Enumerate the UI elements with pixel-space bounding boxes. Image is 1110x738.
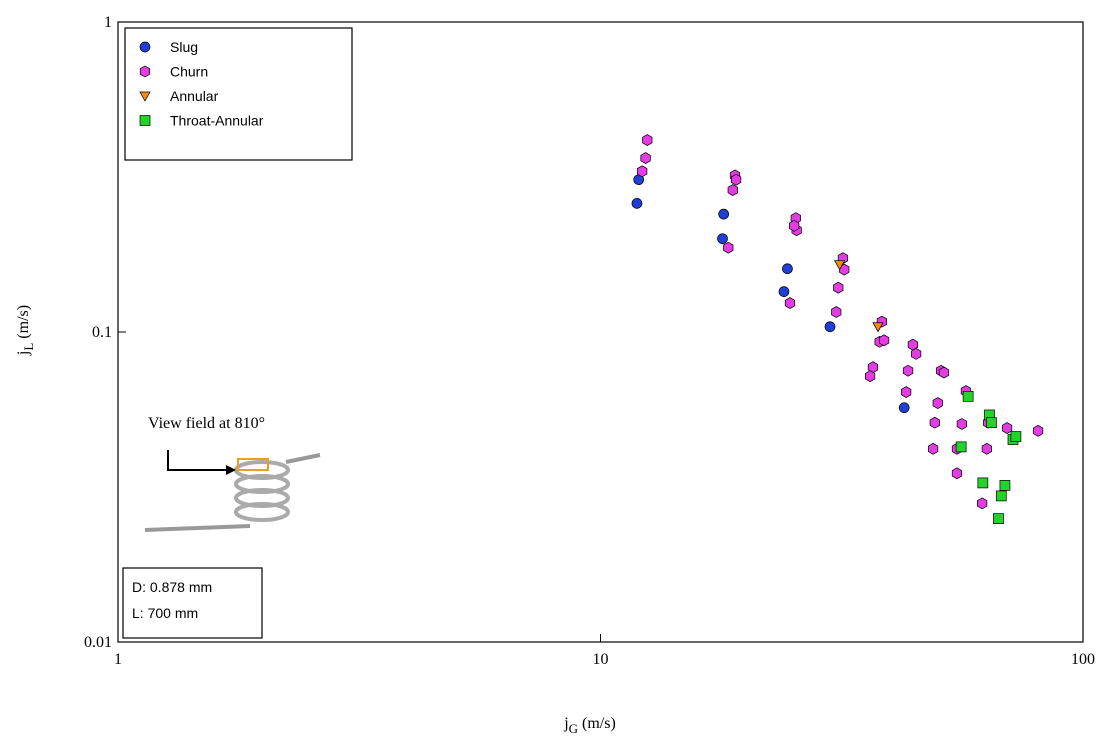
point bbox=[933, 398, 943, 409]
point bbox=[865, 371, 875, 382]
legend-marker bbox=[140, 116, 150, 126]
point bbox=[993, 514, 1003, 524]
point bbox=[632, 198, 642, 208]
point bbox=[901, 387, 911, 398]
point bbox=[957, 418, 967, 429]
point bbox=[930, 417, 940, 428]
y-tick-label: 0.01 bbox=[84, 634, 112, 651]
y-axis-label: jL(m/s) bbox=[15, 305, 36, 356]
legend-box bbox=[125, 28, 352, 160]
y-label-sub: L bbox=[21, 343, 36, 351]
point bbox=[833, 282, 843, 293]
point bbox=[903, 365, 913, 376]
point bbox=[879, 335, 889, 346]
x-label-sub: G bbox=[569, 721, 578, 736]
point bbox=[719, 209, 729, 219]
x-label-unit: (m/s) bbox=[582, 715, 616, 732]
point bbox=[1033, 425, 1043, 436]
point bbox=[1000, 480, 1010, 490]
point bbox=[731, 174, 741, 185]
x-axis-label: jG(m/s) bbox=[563, 715, 616, 736]
point bbox=[1011, 432, 1021, 442]
point bbox=[637, 166, 647, 177]
point bbox=[641, 153, 651, 164]
point bbox=[952, 468, 962, 479]
coil-illustration bbox=[145, 450, 320, 530]
point bbox=[996, 491, 1006, 501]
point bbox=[982, 443, 992, 454]
x-tick-label: 100 bbox=[1071, 651, 1095, 668]
legend-label: Throat-Annular bbox=[170, 113, 264, 129]
legend-label: Annular bbox=[170, 88, 219, 104]
chart: View field at 810° D: 0.878 mm L: 700 mm… bbox=[0, 0, 1110, 738]
point bbox=[789, 220, 799, 231]
annotation: D: 0.878 mm bbox=[132, 579, 212, 595]
legend-label: Churn bbox=[170, 64, 208, 80]
point bbox=[831, 307, 841, 318]
point bbox=[963, 391, 973, 401]
point bbox=[978, 478, 988, 488]
y-tick-label: 1 bbox=[104, 14, 112, 31]
y-label-unit: (m/s) bbox=[15, 305, 32, 339]
legend-marker bbox=[140, 42, 150, 52]
legend-marker bbox=[140, 66, 150, 77]
point bbox=[728, 185, 738, 196]
point bbox=[779, 287, 789, 297]
point bbox=[911, 348, 921, 359]
point bbox=[718, 234, 728, 244]
annotation: L: 700 mm bbox=[132, 605, 198, 621]
point bbox=[782, 264, 792, 274]
point bbox=[785, 298, 795, 309]
x-tick-label: 1 bbox=[114, 651, 122, 668]
point bbox=[825, 322, 835, 332]
point bbox=[977, 498, 987, 509]
point bbox=[899, 403, 909, 413]
point bbox=[928, 443, 938, 454]
point bbox=[956, 442, 966, 452]
y-tick-label: 0.1 bbox=[92, 324, 112, 341]
point bbox=[939, 367, 949, 378]
point bbox=[642, 135, 652, 146]
x-tick-label: 10 bbox=[593, 651, 609, 668]
annotation: View field at 810° bbox=[148, 415, 265, 432]
point bbox=[724, 242, 734, 253]
point bbox=[986, 418, 996, 428]
point bbox=[1002, 423, 1012, 434]
legend-label: Slug bbox=[170, 39, 198, 55]
